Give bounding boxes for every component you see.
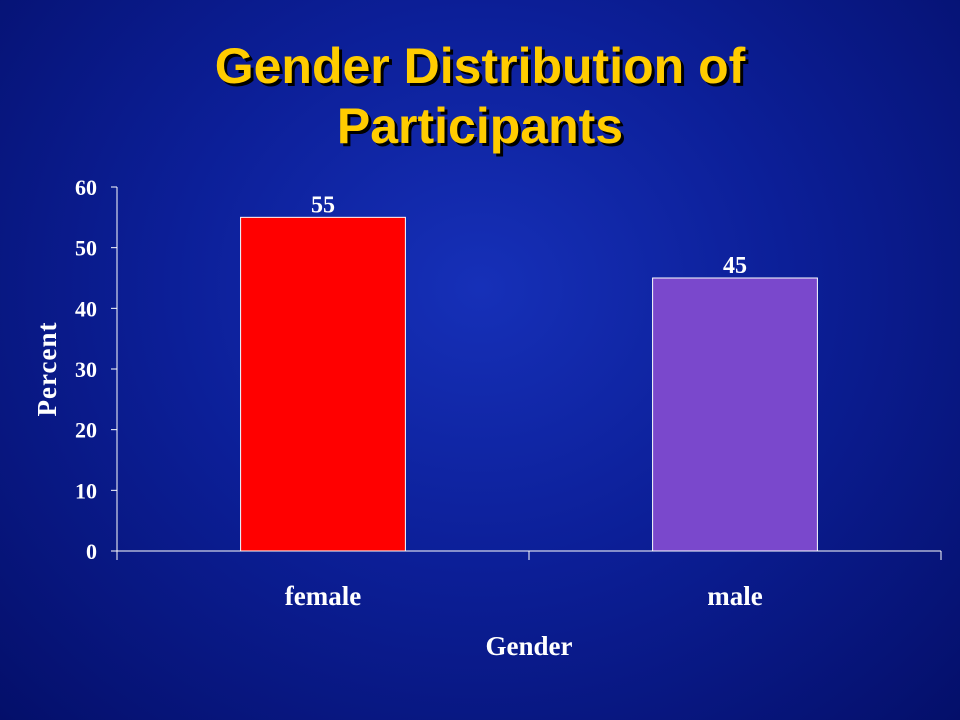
y-tick-label: 10 <box>75 478 97 503</box>
y-tick-label: 0 <box>86 539 97 564</box>
title-line-2: Participants <box>336 98 624 154</box>
x-axis-title: Gender <box>486 631 573 661</box>
data-label-male: 45 <box>723 253 747 279</box>
y-tick-label: 50 <box>75 236 97 261</box>
slide-title: Gender Distribution of Participants <box>0 36 960 156</box>
bars: 55 45 <box>240 192 818 552</box>
x-tick-label-male: male <box>707 581 762 611</box>
y-tick-label: 30 <box>75 357 97 382</box>
y-tick-label: 20 <box>75 418 97 443</box>
bar-female <box>240 216 406 552</box>
y-tick-label: 60 <box>75 175 97 200</box>
x-tick-label-female: female <box>285 581 361 611</box>
y-axis-title: Percent <box>32 322 62 417</box>
data-label-female: 55 <box>311 192 335 218</box>
y-axis-ticks: 0 10 20 30 40 50 60 <box>75 175 117 564</box>
y-tick-label: 40 <box>75 296 97 321</box>
x-axis-ticks: female male <box>116 551 942 611</box>
bar-male <box>652 277 818 552</box>
title-line-1: Gender Distribution of <box>214 38 746 94</box>
